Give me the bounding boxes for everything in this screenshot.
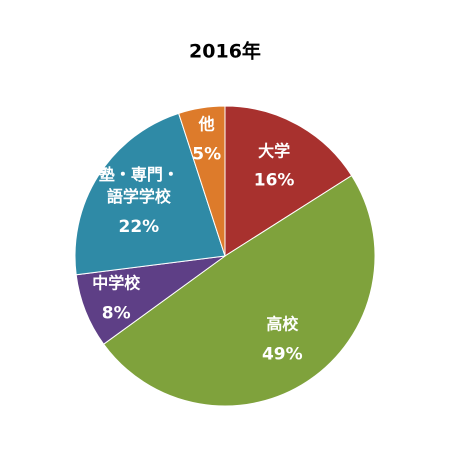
category-label: 塾・専門・語学学校	[98, 165, 179, 206]
slice-label: 他 5%	[164, 114, 249, 167]
category-label: 高校	[266, 315, 299, 335]
value-label: 16%	[253, 170, 295, 191]
value-label: 5%	[192, 144, 222, 165]
category-label: 中学校	[92, 273, 141, 293]
slice-label: 高校 49%	[240, 314, 325, 367]
category-label: 大学	[258, 141, 291, 161]
slice-label: 塾・専門・語学学校 22%	[96, 164, 181, 238]
value-label: 49%	[261, 344, 303, 365]
pie-slice	[224, 105, 353, 257]
slice-label: 中学校 8%	[74, 273, 159, 326]
pie-slice	[74, 112, 226, 276]
value-label: 8%	[101, 303, 131, 324]
value-label: 22%	[118, 216, 160, 237]
slice-label: 大学 16%	[232, 140, 317, 193]
chart-title: 2016年	[189, 40, 261, 63]
pie-slice	[102, 174, 376, 407]
pie-slice	[178, 105, 226, 257]
category-label: 他	[198, 115, 215, 135]
